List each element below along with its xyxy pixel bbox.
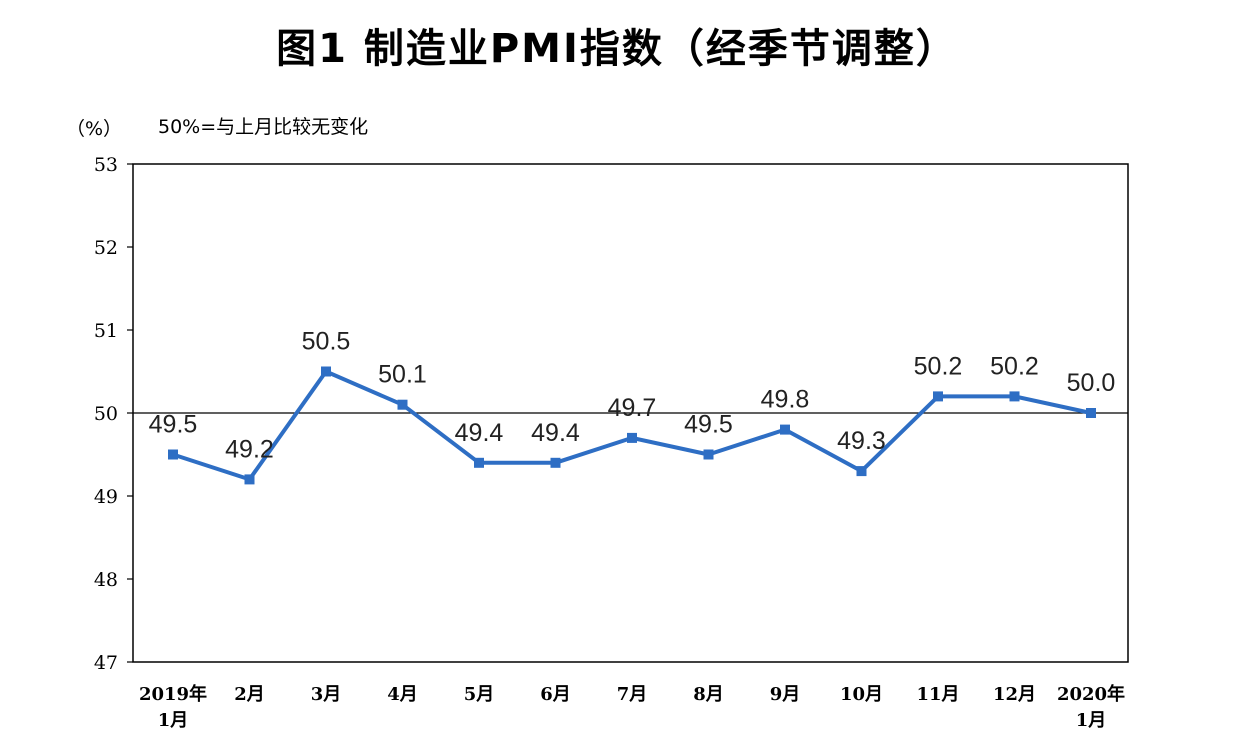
data-point-marker	[627, 432, 637, 443]
x-tick-label: 5月	[464, 684, 495, 705]
x-tick-label-line: 12月	[993, 684, 1036, 705]
chart-annotation: 50%=与上月比较无变化	[158, 116, 369, 138]
y-tick-label: 53	[94, 154, 118, 176]
x-tick-label: 4月	[387, 684, 418, 705]
x-tick-label-line: 10月	[840, 684, 883, 705]
y-tick-label: 51	[94, 320, 118, 342]
x-tick-label-line: 6月	[540, 684, 571, 705]
data-point-marker	[321, 366, 331, 377]
x-tick-label-line: 5月	[464, 684, 495, 705]
data-label: 50.0	[1067, 369, 1116, 397]
x-tick-label-line: 4月	[387, 684, 418, 705]
x-tick-label-line: 2月	[234, 684, 265, 705]
data-label: 50.2	[990, 352, 1039, 380]
x-tick-label-line: 1月	[158, 710, 189, 731]
data-label: 49.3	[837, 427, 886, 455]
x-tick-label-line: 7月	[617, 684, 648, 705]
data-label: 49.5	[149, 411, 198, 439]
data-label: 49.5	[684, 411, 733, 439]
x-tick-label: 7月	[617, 684, 648, 705]
x-tick-label-line: 8月	[693, 684, 724, 705]
data-label: 50.1	[378, 361, 427, 389]
y-tick-label: 49	[94, 486, 118, 508]
data-label: 50.2	[914, 352, 963, 380]
data-label: 50.5	[302, 328, 351, 356]
data-label: 49.4	[531, 419, 580, 447]
series-group	[168, 366, 1096, 485]
data-point-marker	[780, 424, 790, 435]
series-line	[172, 369, 1092, 482]
x-tick-label: 6月	[540, 684, 571, 705]
data-point-marker	[550, 457, 561, 468]
x-tick-label: 9月	[770, 684, 801, 705]
data-point-marker	[703, 449, 714, 460]
data-point-marker	[856, 466, 867, 477]
x-tick-label: 10月	[840, 684, 883, 705]
y-axis-unit-label: （%）	[66, 118, 123, 140]
y-tick-label: 52	[94, 237, 118, 259]
data-labels-group: 49.5 49.2 50.5 50.1 49.4 49.4 49.7 49.5 49.8 49.3…	[149, 328, 1116, 464]
y-tick-label: 48	[94, 569, 118, 591]
x-tick-label: 3月	[311, 684, 342, 705]
data-point-marker	[244, 474, 255, 485]
data-point-marker	[1086, 408, 1096, 418]
x-tick-label-line: 9月	[770, 684, 801, 705]
data-point-marker	[474, 457, 484, 468]
data-point-marker	[933, 391, 943, 402]
x-tick-label: 8月	[693, 684, 724, 705]
chart-title: 图1 制造业PMI指数（经季节调整）	[276, 26, 958, 72]
x-tick-label-line: 2020年	[1057, 683, 1125, 705]
x-axis: 2019年 1月 2月 3月 4月 5月 6月 7月 8月 9月 10月 11月 12月 2020年 1月	[139, 683, 1125, 731]
x-tick-label-line: 1月	[1076, 710, 1107, 731]
y-tick-label: 50	[94, 403, 118, 425]
x-tick-label-line: 3月	[311, 684, 342, 705]
x-tick-label-line: 11月	[916, 684, 959, 705]
data-label: 49.8	[761, 386, 810, 414]
x-tick-label: 2019年 1月	[139, 683, 207, 731]
data-label: 49.4	[455, 419, 504, 447]
data-point-marker	[397, 399, 408, 410]
data-point-marker	[1009, 391, 1020, 402]
x-tick-label-line: 2019年	[139, 683, 207, 705]
x-tick-label: 2月	[234, 684, 265, 705]
data-point-marker	[168, 449, 178, 460]
x-tick-label: 12月	[993, 684, 1036, 705]
x-tick-label: 11月	[916, 684, 959, 705]
y-axis: 47 48 49 50 51 52 53	[94, 154, 133, 674]
x-tick-label: 2020年 1月	[1057, 683, 1125, 731]
y-tick-label: 47	[94, 652, 118, 674]
data-label: 49.7	[608, 394, 657, 422]
data-label: 49.2	[225, 435, 274, 463]
